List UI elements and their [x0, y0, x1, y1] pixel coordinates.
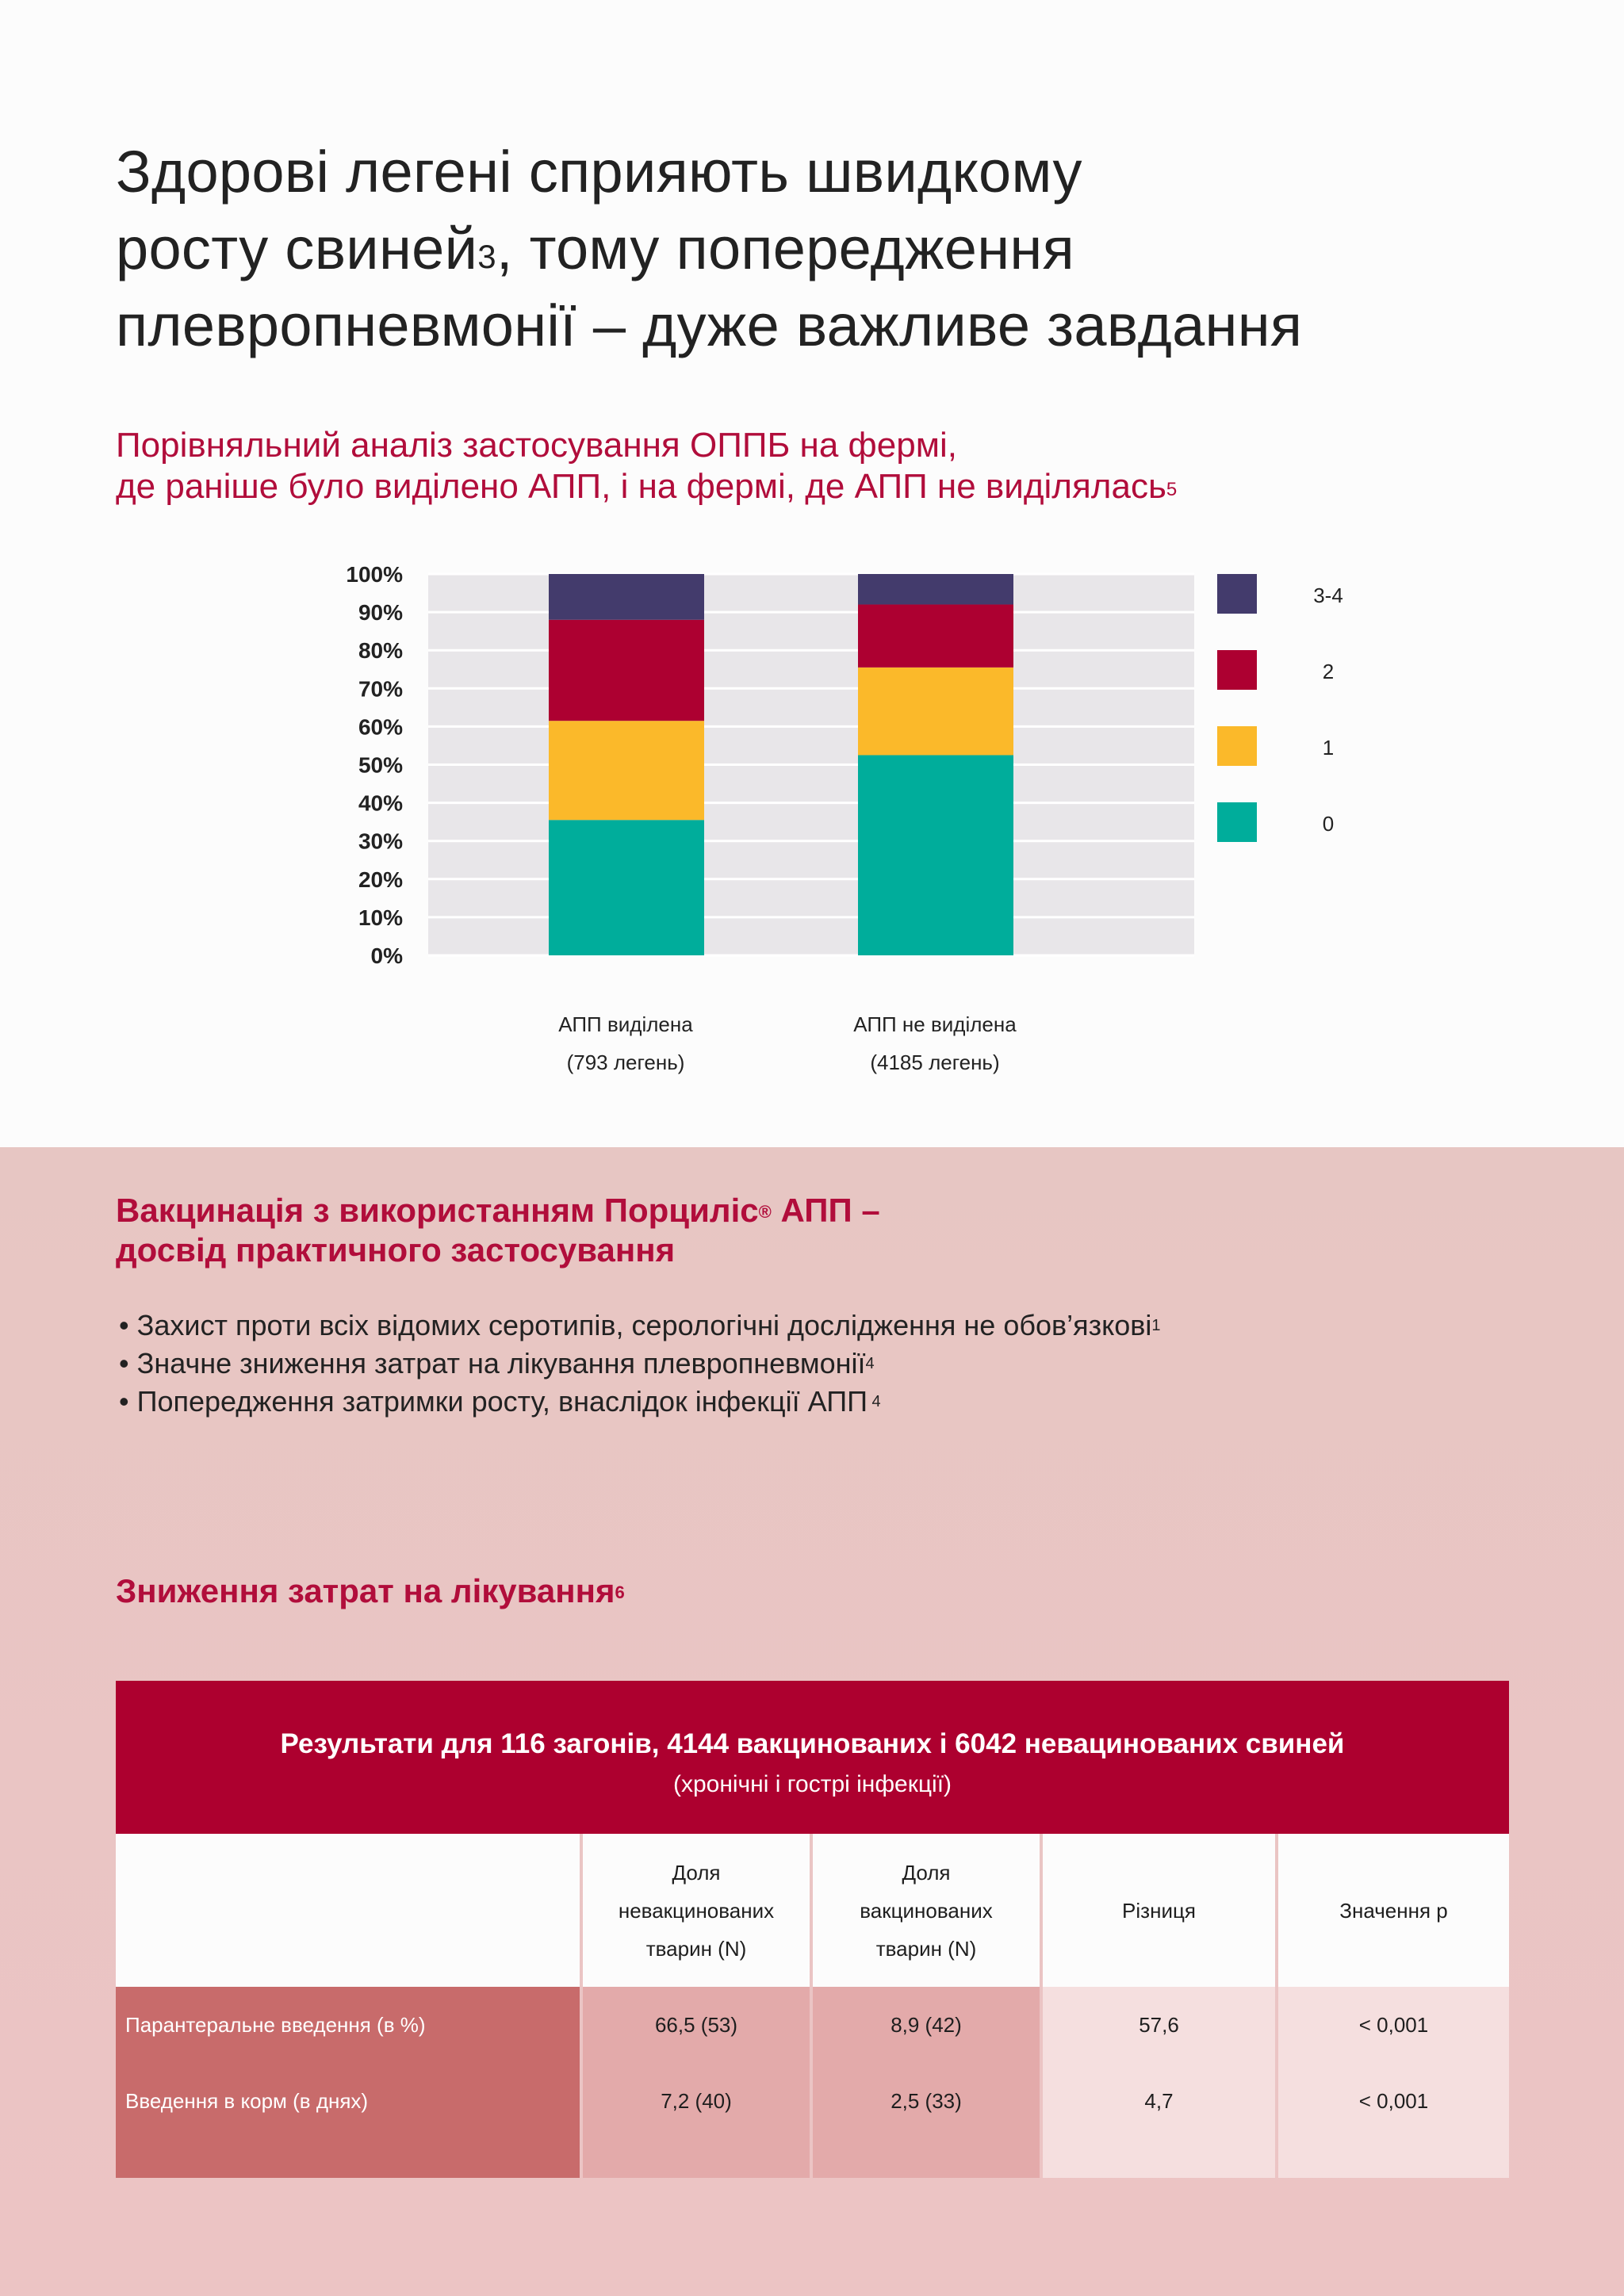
- vaccination-heading-line-1: Вакцинація з використанням Порциліс® АПП…: [116, 1191, 880, 1230]
- table-cell: 7,2 (40): [583, 2079, 810, 2123]
- y-tick-label: 30%: [358, 829, 403, 854]
- y-tick-label: 10%: [358, 905, 403, 930]
- header-line: тварин (N): [619, 1930, 774, 1968]
- registered-mark: ®: [759, 1202, 772, 1222]
- category-label-2-count: (4185 легень): [792, 1043, 1078, 1081]
- header-cell-empty: [116, 1834, 580, 1987]
- header-line: Доля: [860, 1854, 992, 1892]
- legend-label: 1: [1323, 736, 1334, 760]
- legend-label: 3-4: [1313, 584, 1343, 607]
- vaccination-heading-text-b: АПП –: [772, 1192, 880, 1229]
- list-item: • Значне зниження затрат на лікування пл…: [119, 1345, 1161, 1383]
- bar-segment-2: [549, 620, 704, 721]
- bar-segment-1: [549, 721, 704, 820]
- list-item-text: • Попередження затримки росту, внаслідок…: [119, 1385, 868, 1418]
- y-tick-label: 70%: [358, 676, 403, 701]
- legend-swatch: [1217, 650, 1257, 690]
- vaccination-heading-line-2: досвід практичного застосування: [116, 1230, 880, 1270]
- legend-label: 0: [1323, 812, 1334, 836]
- table-cell: 2,5 (33): [813, 2079, 1040, 2123]
- header-cell-unvaccinated: Доля невакцинованих тварин (N): [583, 1834, 810, 1987]
- footnote-ref: 6: [615, 1582, 625, 1602]
- results-table: Результати для 116 загонів, 4144 вакцино…: [116, 1681, 1509, 2178]
- header-line: невакцинованих: [619, 1892, 774, 1930]
- y-tick-label: 80%: [358, 638, 403, 663]
- y-tick-label: 60%: [358, 714, 403, 739]
- list-item-text: • Захист проти всіх відомих серотипів, с…: [119, 1309, 1151, 1341]
- footnote-ref: 4: [868, 1393, 881, 1410]
- bar-segment-3-4: [549, 574, 704, 620]
- category-label-1-name: АПП виділена: [483, 1005, 768, 1043]
- header-cell-difference: Різниця: [1043, 1834, 1275, 1987]
- list-item: • Попередження затримки росту, внаслідок…: [119, 1383, 1161, 1421]
- category-label-2-name: АПП не виділена: [792, 1005, 1078, 1043]
- y-tick-label: 40%: [358, 791, 403, 816]
- table-cell: 66,5 (53): [583, 2003, 810, 2047]
- list-item-text: • Значне зниження затрат на лікування пл…: [119, 1347, 865, 1380]
- table-cell: < 0,001: [1278, 2079, 1509, 2123]
- cost-reduction-heading: Зниження затрат на лікування6: [116, 1571, 625, 1611]
- table-title: Результати для 116 загонів, 4144 вакцино…: [116, 1728, 1509, 1760]
- footnote-ref: 4: [865, 1355, 874, 1372]
- header-cell-vaccinated: Доля вакцинованих тварин (N): [813, 1834, 1040, 1987]
- table-row-label: Парантеральне введення (в %): [116, 2003, 580, 2047]
- header-cell-p-value: Значення р: [1278, 1834, 1509, 1987]
- table-row-label: Введення в корм (в днях): [116, 2079, 580, 2123]
- category-label-1-count: (793 легень): [483, 1043, 768, 1081]
- bar-segment-3-4: [858, 574, 1013, 604]
- legend-swatch: [1217, 726, 1257, 766]
- legend-swatch: [1217, 802, 1257, 842]
- legend-swatch: [1217, 574, 1257, 614]
- legend-label: 2: [1323, 660, 1334, 683]
- header-line: Значення р: [1339, 1892, 1447, 1930]
- header-line: Доля: [619, 1854, 774, 1892]
- vaccination-heading-text-a: Вакцинація з використанням Порциліс: [116, 1192, 759, 1229]
- bar-segment-2: [858, 604, 1013, 667]
- vaccination-heading: Вакцинація з використанням Порциліс® АПП…: [116, 1191, 880, 1270]
- category-label-2: АПП не виділена (4185 легень): [792, 1005, 1078, 1081]
- bar-segment-0: [858, 755, 1013, 955]
- y-tick-label: 50%: [358, 753, 403, 778]
- table-cell: < 0,001: [1278, 2003, 1509, 2047]
- header-line: Різниця: [1122, 1892, 1196, 1930]
- table-title-band: Результати для 116 загонів, 4144 вакцино…: [116, 1681, 1509, 1834]
- list-item: • Захист проти всіх відомих серотипів, с…: [119, 1307, 1161, 1345]
- stacked-bar-chart: 100% 90% 80% 70% 60% 50% 40% 30% 20% 10% 0% 3-4 2 1 0: [0, 0, 1624, 1110]
- table-cell: 4,7: [1043, 2079, 1275, 2123]
- y-tick-label: 90%: [358, 600, 403, 625]
- table-cell: 8,9 (42): [813, 2003, 1040, 2047]
- bar-segment-1: [858, 668, 1013, 756]
- table-subtitle: (хронічні і гострі інфекції): [116, 1771, 1509, 1798]
- header-line: вакцинованих: [860, 1892, 992, 1930]
- header-line: тварин (N): [860, 1930, 992, 1968]
- y-tick-label: 0%: [371, 943, 404, 968]
- cost-reduction-heading-text: Зниження затрат на лікування: [116, 1572, 615, 1609]
- footnote-ref: 1: [1151, 1317, 1160, 1334]
- benefits-list: • Захист проти всіх відомих серотипів, с…: [119, 1307, 1161, 1421]
- table-cell: 57,6: [1043, 2003, 1275, 2047]
- category-label-1: АПП виділена (793 легень): [483, 1005, 768, 1081]
- y-tick-label: 100%: [346, 562, 403, 587]
- bar-segment-0: [549, 820, 704, 955]
- y-tick-label: 20%: [358, 867, 403, 892]
